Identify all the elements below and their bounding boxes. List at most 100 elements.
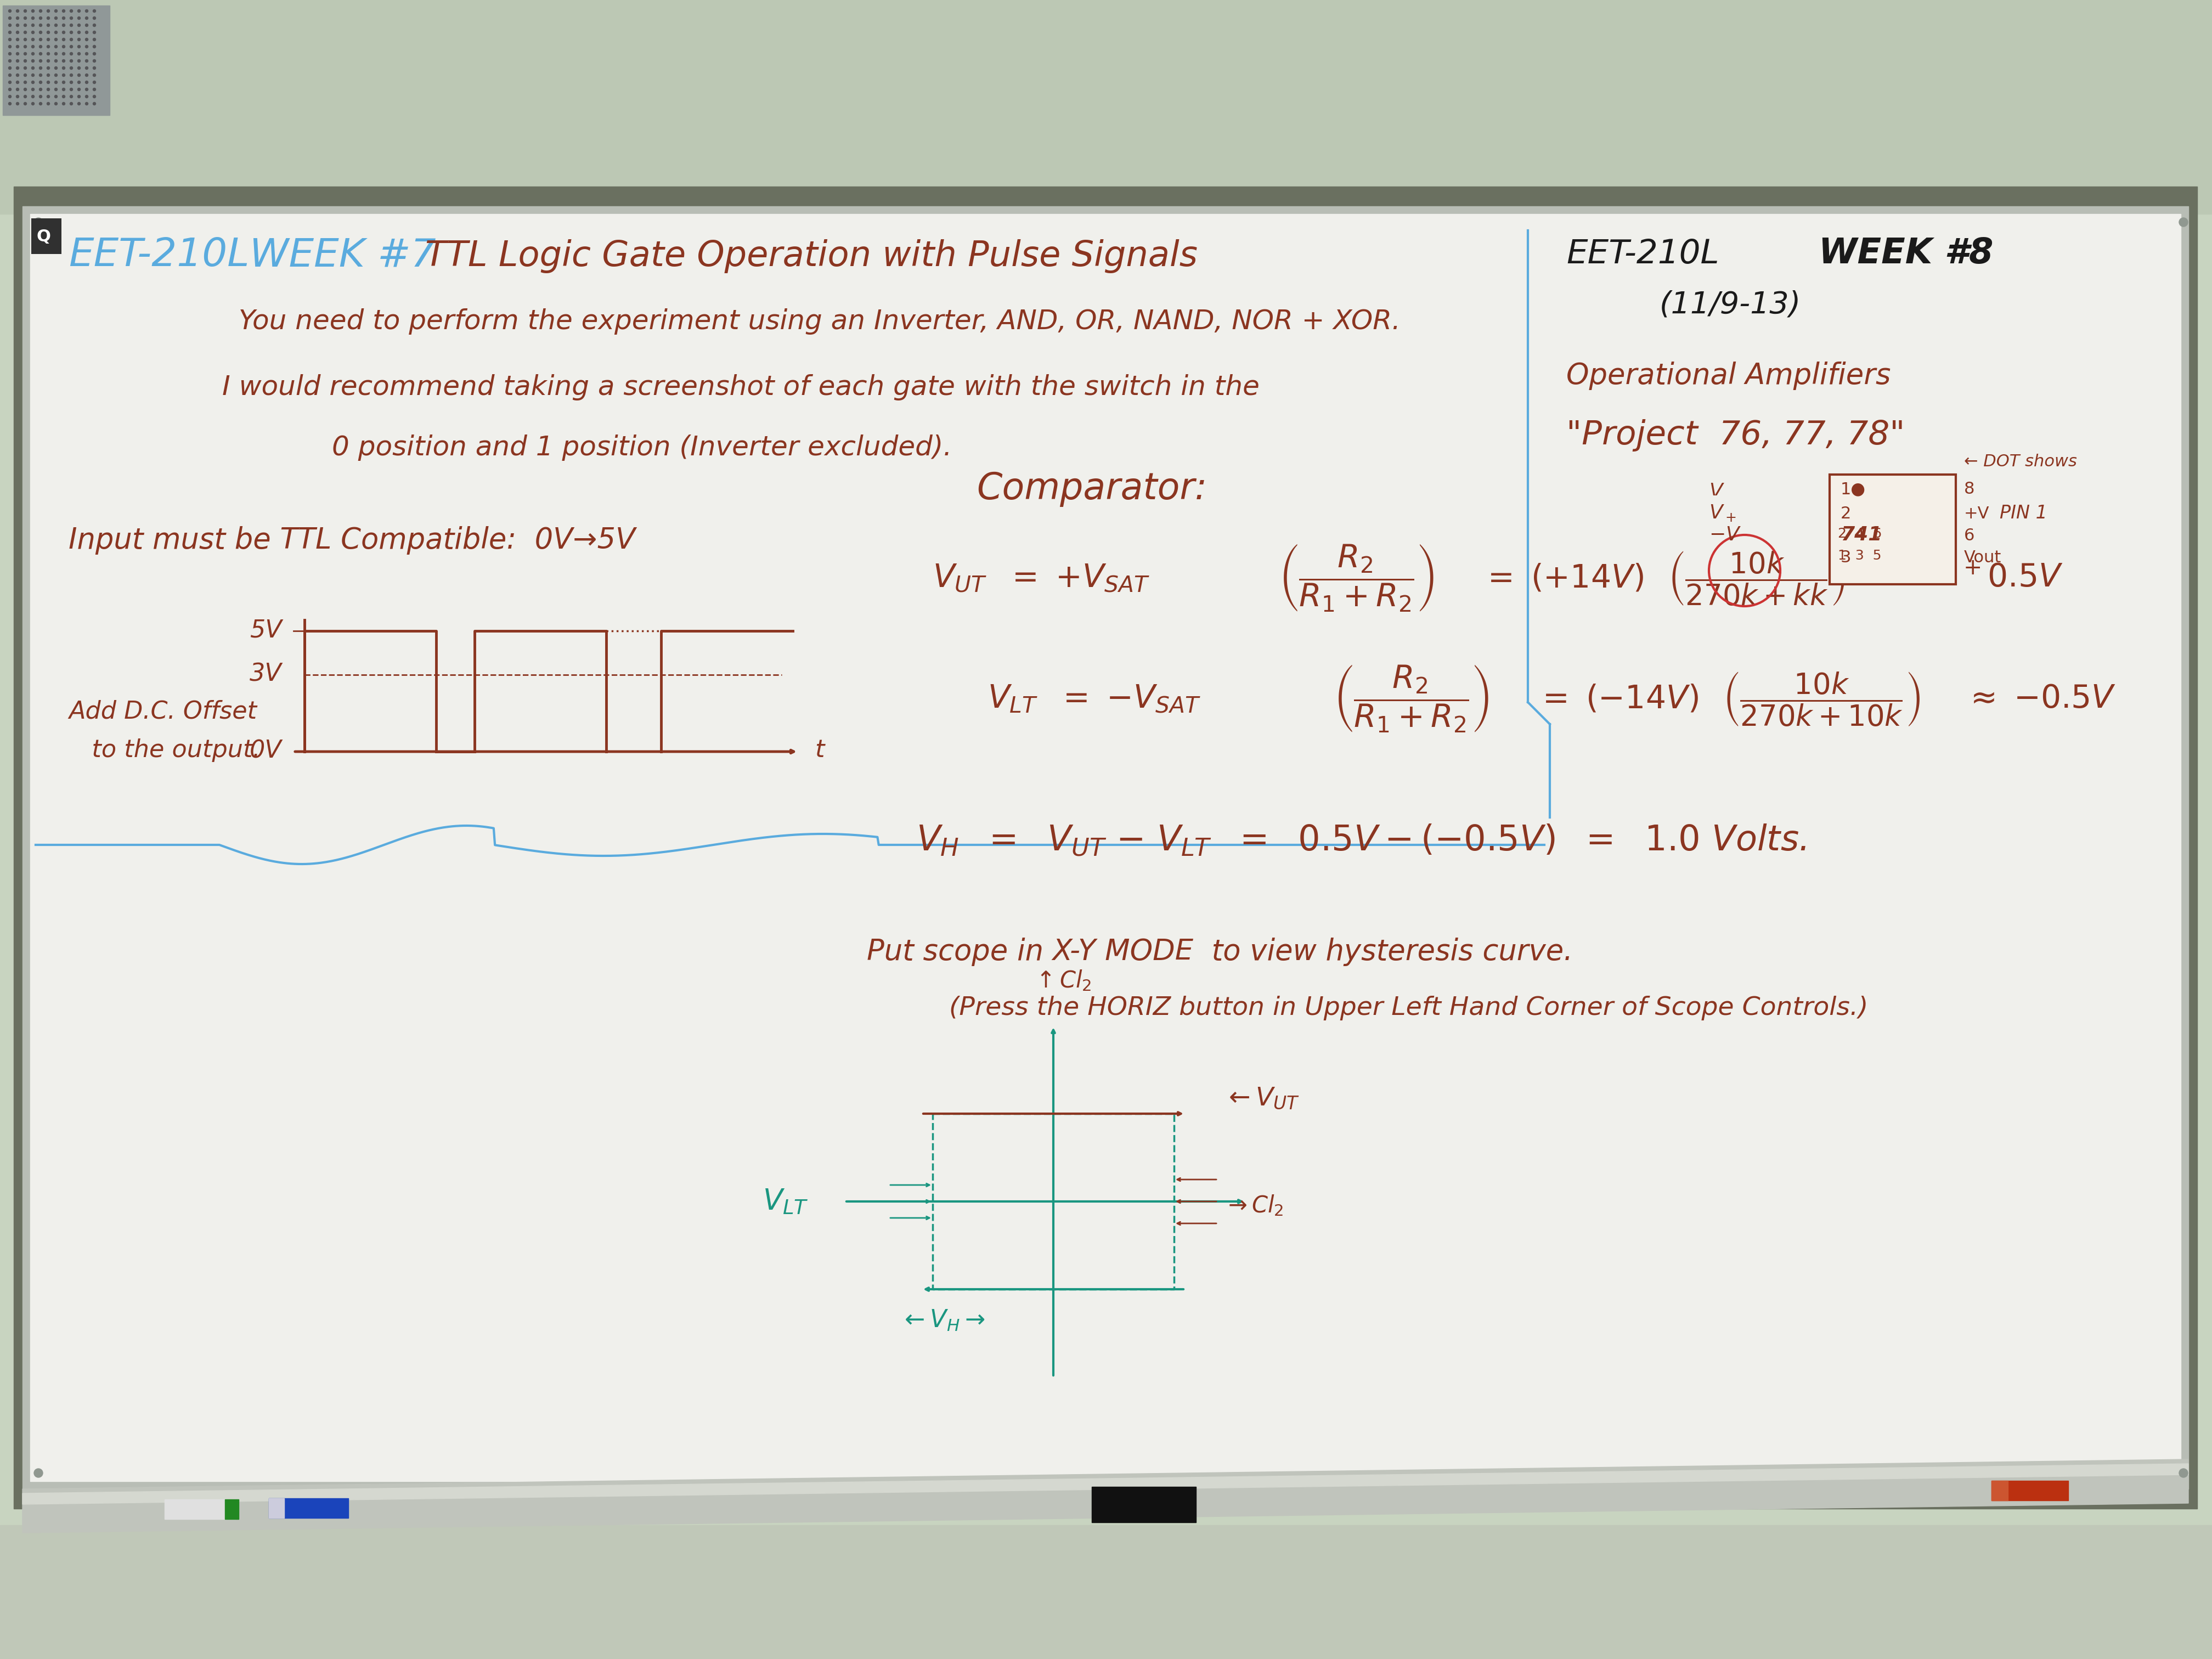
Circle shape <box>86 38 88 41</box>
Text: EET-210L: EET-210L <box>1566 239 1719 270</box>
Text: Vout: Vout <box>1964 549 2002 566</box>
Circle shape <box>31 45 35 48</box>
Text: 8: 8 <box>1964 481 1975 498</box>
Circle shape <box>40 81 42 83</box>
Text: "Project  76, 77, 78": "Project 76, 77, 78" <box>1566 420 1905 451</box>
Text: Q: Q <box>38 229 51 244</box>
Circle shape <box>77 73 80 76</box>
Circle shape <box>31 10 35 12</box>
Text: TTL Logic Gate Operation with Pulse Signals: TTL Logic Gate Operation with Pulse Sign… <box>425 239 1197 274</box>
Circle shape <box>9 23 11 27</box>
Bar <box>1991 1480 2068 1500</box>
Circle shape <box>15 88 20 91</box>
Circle shape <box>55 38 58 41</box>
Bar <box>31 214 2181 1481</box>
Circle shape <box>24 81 27 83</box>
Circle shape <box>31 38 35 41</box>
Circle shape <box>62 17 64 20</box>
Circle shape <box>24 32 27 33</box>
Bar <box>31 219 62 254</box>
Circle shape <box>15 60 20 63</box>
Text: 5V: 5V <box>250 619 281 642</box>
Circle shape <box>46 81 49 83</box>
Circle shape <box>62 38 64 41</box>
Circle shape <box>77 38 80 41</box>
Circle shape <box>46 10 49 12</box>
Circle shape <box>46 45 49 48</box>
Circle shape <box>31 95 35 98</box>
Circle shape <box>55 23 58 27</box>
Circle shape <box>40 38 42 41</box>
Circle shape <box>77 60 80 63</box>
Text: Put scope in X-Y MODE  to view hysteresis curve.: Put scope in X-Y MODE to view hysteresis… <box>867 937 1573 966</box>
Circle shape <box>46 38 49 41</box>
Text: $=$ $(-14V)$: $=$ $(-14V)$ <box>1535 684 1699 715</box>
Text: 3V: 3V <box>250 662 281 687</box>
Circle shape <box>93 66 95 70</box>
Circle shape <box>93 45 95 48</box>
Circle shape <box>46 17 49 20</box>
Circle shape <box>15 53 20 55</box>
Circle shape <box>15 81 20 83</box>
Polygon shape <box>22 1463 2188 1505</box>
Circle shape <box>55 17 58 20</box>
Text: Comparator:: Comparator: <box>975 471 1208 508</box>
Text: WEEK #7: WEEK #7 <box>250 237 436 274</box>
Bar <box>2 5 111 114</box>
Circle shape <box>62 60 64 63</box>
Circle shape <box>77 17 80 20</box>
Circle shape <box>86 53 88 55</box>
Circle shape <box>86 88 88 91</box>
Circle shape <box>31 23 35 27</box>
Circle shape <box>77 66 80 70</box>
Circle shape <box>46 95 49 98</box>
Circle shape <box>9 66 11 70</box>
Text: (Press the HORIZ button in Upper Left Hand Corner of Scope Controls.): (Press the HORIZ button in Upper Left Ha… <box>949 995 1869 1020</box>
Bar <box>1991 1480 2008 1500</box>
Circle shape <box>15 23 20 27</box>
Text: $\leftarrow V_H \rightarrow$: $\leftarrow V_H \rightarrow$ <box>900 1309 984 1332</box>
Circle shape <box>33 217 42 227</box>
Circle shape <box>71 60 73 63</box>
Circle shape <box>86 81 88 83</box>
Text: $\left(\dfrac{10k}{270k+kk}\right)$: $\left(\dfrac{10k}{270k+kk}\right)$ <box>1668 549 1845 607</box>
Circle shape <box>93 32 95 33</box>
Text: 3: 3 <box>1840 549 1851 566</box>
Circle shape <box>86 103 88 105</box>
Circle shape <box>40 23 42 27</box>
Circle shape <box>46 66 49 70</box>
Circle shape <box>46 32 49 33</box>
Circle shape <box>77 103 80 105</box>
Circle shape <box>71 23 73 27</box>
Text: $\leftarrow V_{UT}$: $\leftarrow V_{UT}$ <box>1223 1087 1301 1112</box>
Circle shape <box>71 88 73 91</box>
Circle shape <box>55 81 58 83</box>
Circle shape <box>15 66 20 70</box>
Circle shape <box>55 53 58 55</box>
Circle shape <box>93 60 95 63</box>
Circle shape <box>15 73 20 76</box>
Circle shape <box>55 66 58 70</box>
Circle shape <box>24 88 27 91</box>
Bar <box>0 0 2212 214</box>
Circle shape <box>71 73 73 76</box>
Circle shape <box>71 66 73 70</box>
Circle shape <box>15 32 20 33</box>
Circle shape <box>40 45 42 48</box>
Text: $\uparrow Cl_2$: $\uparrow Cl_2$ <box>1031 969 1091 992</box>
Circle shape <box>40 73 42 76</box>
Circle shape <box>86 32 88 33</box>
Circle shape <box>9 45 11 48</box>
Bar <box>13 186 2197 1508</box>
Text: 2  4  6: 2 4 6 <box>1838 528 1882 541</box>
Circle shape <box>31 103 35 105</box>
Circle shape <box>77 95 80 98</box>
Circle shape <box>15 103 20 105</box>
Circle shape <box>40 10 42 12</box>
Circle shape <box>9 10 11 12</box>
Circle shape <box>15 45 20 48</box>
Circle shape <box>86 66 88 70</box>
Circle shape <box>40 66 42 70</box>
Text: Input must be TTL Compatible:  0V→5V: Input must be TTL Compatible: 0V→5V <box>69 526 635 554</box>
Circle shape <box>9 73 11 76</box>
